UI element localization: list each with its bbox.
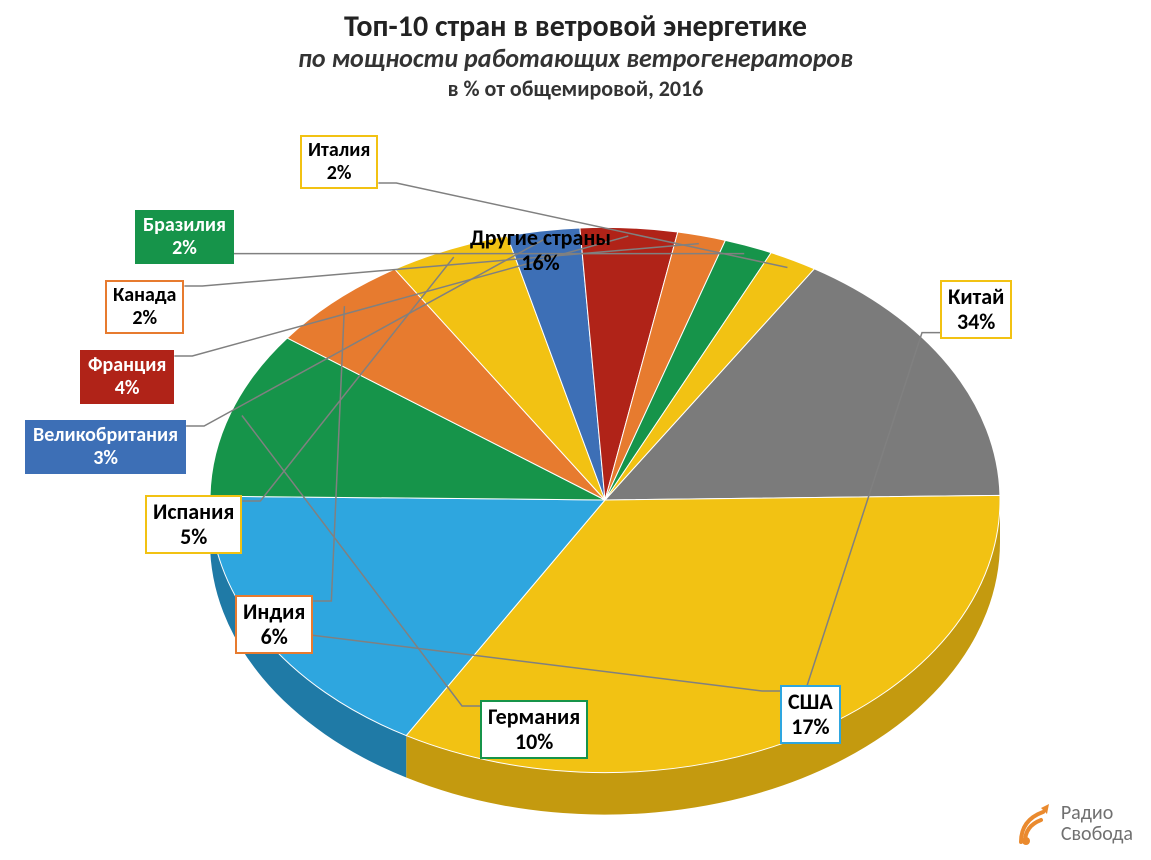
slice-label-value-brazil: 2% xyxy=(143,237,226,260)
slice-label-name-usa: США xyxy=(788,689,833,714)
source-line2: Свобода xyxy=(1061,824,1133,845)
slice-label-name-uk: Великобритания xyxy=(33,424,178,447)
slice-label-name-other: Другие страны xyxy=(470,225,611,250)
slice-label-name-spain: Испания xyxy=(153,499,234,524)
slice-label-germany: Германия10% xyxy=(480,700,588,759)
slice-label-value-other: 16% xyxy=(470,250,611,275)
source-logo-icon xyxy=(1011,802,1055,846)
slice-label-name-italy: Италия xyxy=(308,139,370,162)
slice-label-value-italy: 2% xyxy=(308,162,370,185)
slice-label-name-canada: Канада xyxy=(113,284,176,307)
slice-label-italy: Италия2% xyxy=(300,135,378,189)
slice-label-value-uk: 3% xyxy=(33,447,178,470)
slice-label-name-brazil: Бразилия xyxy=(143,214,226,237)
slice-label-france: Франция4% xyxy=(80,350,174,404)
slice-label-other: Другие страны16% xyxy=(470,225,611,276)
slice-label-spain: Испания5% xyxy=(145,495,242,554)
slice-label-uk: Великобритания3% xyxy=(25,420,186,474)
slice-label-name-india: Индия xyxy=(243,599,305,624)
slice-label-china: Китай34% xyxy=(940,280,1012,339)
slice-label-usa: США17% xyxy=(780,685,841,744)
slice-label-value-india: 6% xyxy=(243,624,305,649)
slice-label-name-germany: Германия xyxy=(488,704,580,729)
source-line1: Радио xyxy=(1061,803,1133,824)
slice-label-india: Индия6% xyxy=(235,595,313,654)
slice-label-name-france: Франция xyxy=(88,354,166,377)
slice-label-value-usa: 17% xyxy=(788,714,833,739)
source-text: Радио Свобода xyxy=(1061,803,1133,845)
slice-label-value-spain: 5% xyxy=(153,524,234,549)
slice-label-name-china: Китай xyxy=(948,284,1004,309)
slice-label-canada: Канада2% xyxy=(105,280,184,334)
slice-label-value-france: 4% xyxy=(88,377,166,400)
chart-container: Топ-10 стран в ветровой энергетике по мо… xyxy=(0,0,1151,860)
source-attribution: Радио Свобода xyxy=(1011,802,1133,846)
slice-label-value-china: 34% xyxy=(948,309,1004,334)
slice-label-value-canada: 2% xyxy=(113,307,176,330)
slice-label-brazil: Бразилия2% xyxy=(135,210,234,264)
slice-label-value-germany: 10% xyxy=(488,729,580,754)
